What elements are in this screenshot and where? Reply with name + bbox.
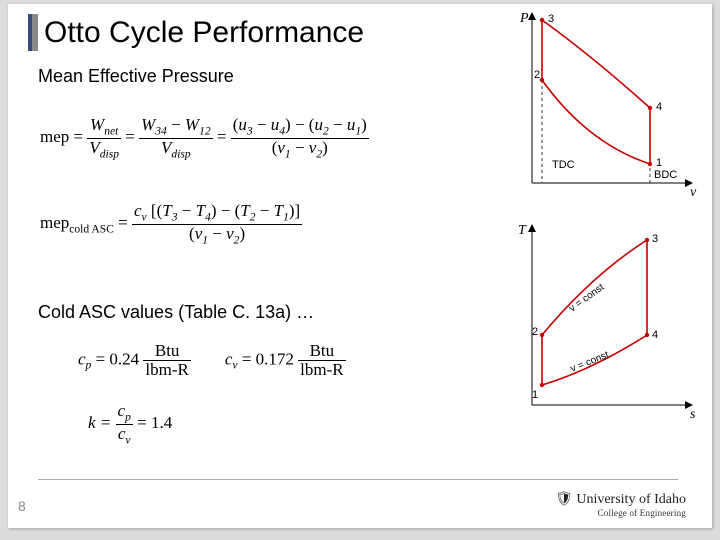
page-title: Otto Cycle Performance	[44, 14, 364, 51]
equation-mep: mep = WnetVdisp = W34 − W12Vdisp = (u3 −…	[40, 116, 369, 160]
university-logo: 🛡 University of Idaho College of Enginee…	[555, 491, 686, 518]
slide-number: 8	[18, 498, 26, 514]
footer-divider	[38, 479, 678, 480]
svg-text:3: 3	[548, 13, 554, 25]
subtitle-cold-asc: Cold ASC values (Table C. 13a) …	[38, 302, 314, 323]
svg-text:2: 2	[532, 326, 538, 338]
svg-text:BDC: BDC	[654, 169, 677, 181]
svg-text:2: 2	[534, 69, 540, 81]
svg-text:4: 4	[656, 101, 662, 113]
svg-text:1: 1	[532, 389, 538, 401]
equation-cp-cv: cp = 0.24 Btulbm-R cv = 0.172 Btulbm-R	[78, 342, 346, 379]
equation-k: k = cp cv = 1.4	[88, 402, 172, 446]
svg-text:4: 4	[652, 329, 658, 341]
ts-diagram: T s 1 2 3 4 v = const v = const	[512, 220, 702, 420]
svg-text:T: T	[518, 223, 527, 238]
equation-mep-cold: mepcold ASC = cv [(T3 − T4) − (T2 − T1)]…	[40, 202, 302, 246]
svg-text:P: P	[519, 11, 529, 26]
title-accent	[28, 14, 38, 51]
svg-text:3: 3	[652, 233, 658, 245]
svg-text:TDC: TDC	[552, 159, 575, 171]
svg-text:1: 1	[656, 157, 662, 169]
svg-text:v: v	[690, 185, 697, 200]
subtitle-mep: Mean Effective Pressure	[38, 66, 234, 87]
pv-diagram: P v 3 2 4 1 TDC BDC	[512, 8, 702, 198]
svg-text:v = const: v = const	[569, 349, 611, 374]
svg-text:s: s	[690, 407, 696, 422]
